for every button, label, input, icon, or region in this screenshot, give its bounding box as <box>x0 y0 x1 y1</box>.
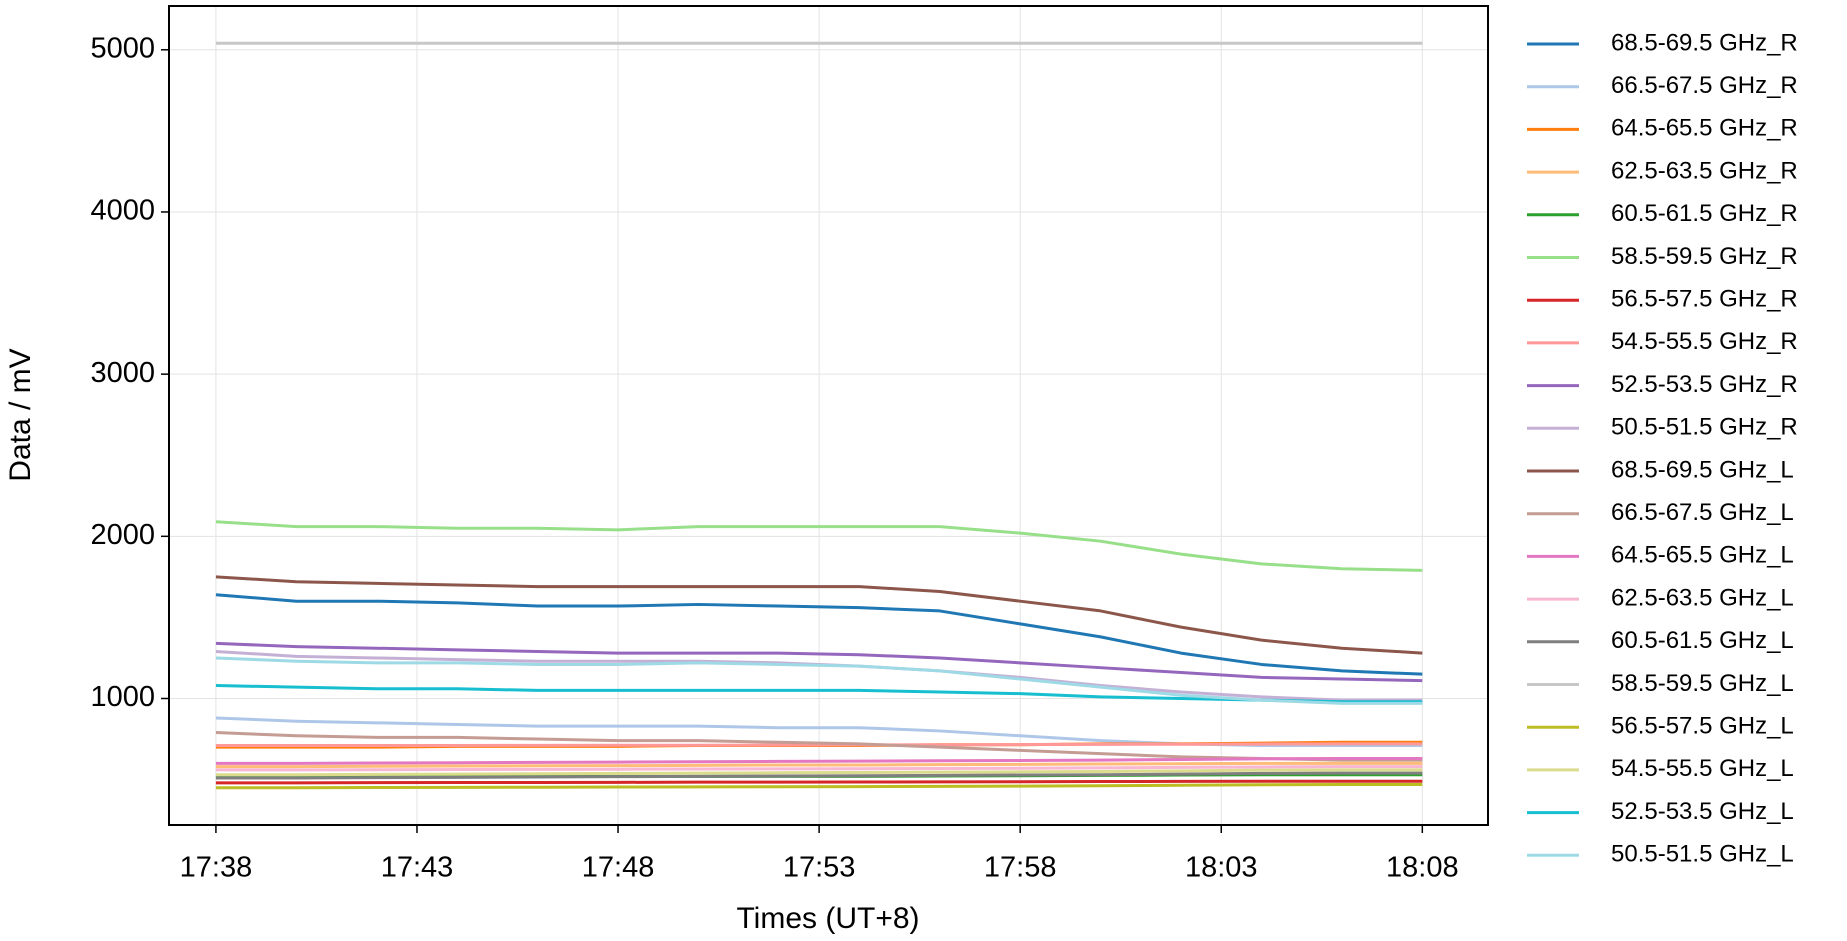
x-tick-label: 17:38 <box>180 852 253 884</box>
legend-label: 64.5-65.5 GHz_R <box>1611 115 1798 142</box>
y-axis-label: Data / mV <box>4 348 37 481</box>
y-tick-label: 3000 <box>90 357 155 389</box>
legend-label: 62.5-63.5 GHz_R <box>1611 157 1798 184</box>
legend-label: 54.5-55.5 GHz_R <box>1611 328 1798 355</box>
series-line <box>215 656 1423 705</box>
legend-label: 62.5-63.5 GHz_L <box>1611 584 1794 611</box>
legend-label: 66.5-67.5 GHz_L <box>1611 499 1794 526</box>
y-tick-label: 2000 <box>90 519 155 551</box>
x-tick-label: 17:58 <box>984 852 1057 884</box>
series-line <box>215 684 1423 704</box>
x-tick-label: 18:03 <box>1185 852 1258 884</box>
legend-label: 66.5-67.5 GHz_R <box>1611 72 1798 99</box>
x-tick-label: 17:48 <box>582 852 655 884</box>
legend-label: 56.5-57.5 GHz_L <box>1611 713 1794 740</box>
legend-label: 50.5-51.5 GHz_L <box>1611 841 1794 868</box>
legend-label: 54.5-55.5 GHz_L <box>1611 755 1794 782</box>
y-tick-label: 1000 <box>90 681 155 713</box>
series-line <box>215 757 1423 765</box>
legend-label: 60.5-61.5 GHz_L <box>1611 627 1794 654</box>
series-line <box>215 765 1423 772</box>
plot-frame <box>168 5 1489 826</box>
legend-label: 58.5-59.5 GHz_R <box>1611 243 1798 270</box>
legend-label: 58.5-59.5 GHz_L <box>1611 670 1794 697</box>
y-tick-label: 5000 <box>90 32 155 64</box>
legend-label: 64.5-65.5 GHz_L <box>1611 542 1794 569</box>
series-line <box>215 761 1423 769</box>
series-line <box>215 779 1423 785</box>
legend-label: 56.5-57.5 GHz_R <box>1611 286 1798 313</box>
legend-label: 52.5-53.5 GHz_R <box>1611 371 1798 398</box>
y-tick-label: 4000 <box>90 195 155 227</box>
x-tick-label: 17:53 <box>783 852 856 884</box>
x-axis-label: Times (UT+8) <box>736 902 919 935</box>
legend-label: 68.5-69.5 GHz_L <box>1611 456 1794 483</box>
series-line <box>215 575 1423 655</box>
series-line <box>215 771 1423 780</box>
legend-label: 52.5-53.5 GHz_L <box>1611 798 1794 825</box>
series-line <box>215 742 1423 748</box>
series-line <box>215 782 1423 790</box>
series-line <box>215 593 1423 676</box>
series-line <box>215 520 1423 572</box>
x-tick-label: 18:08 <box>1386 852 1459 884</box>
series-line <box>215 768 1423 777</box>
legend-label: 60.5-61.5 GHz_R <box>1611 200 1798 227</box>
legend-label: 68.5-69.5 GHz_R <box>1611 29 1798 56</box>
series-line <box>215 641 1423 683</box>
x-tick-label: 17:43 <box>381 852 454 884</box>
legend-label: 50.5-51.5 GHz_R <box>1611 414 1798 441</box>
